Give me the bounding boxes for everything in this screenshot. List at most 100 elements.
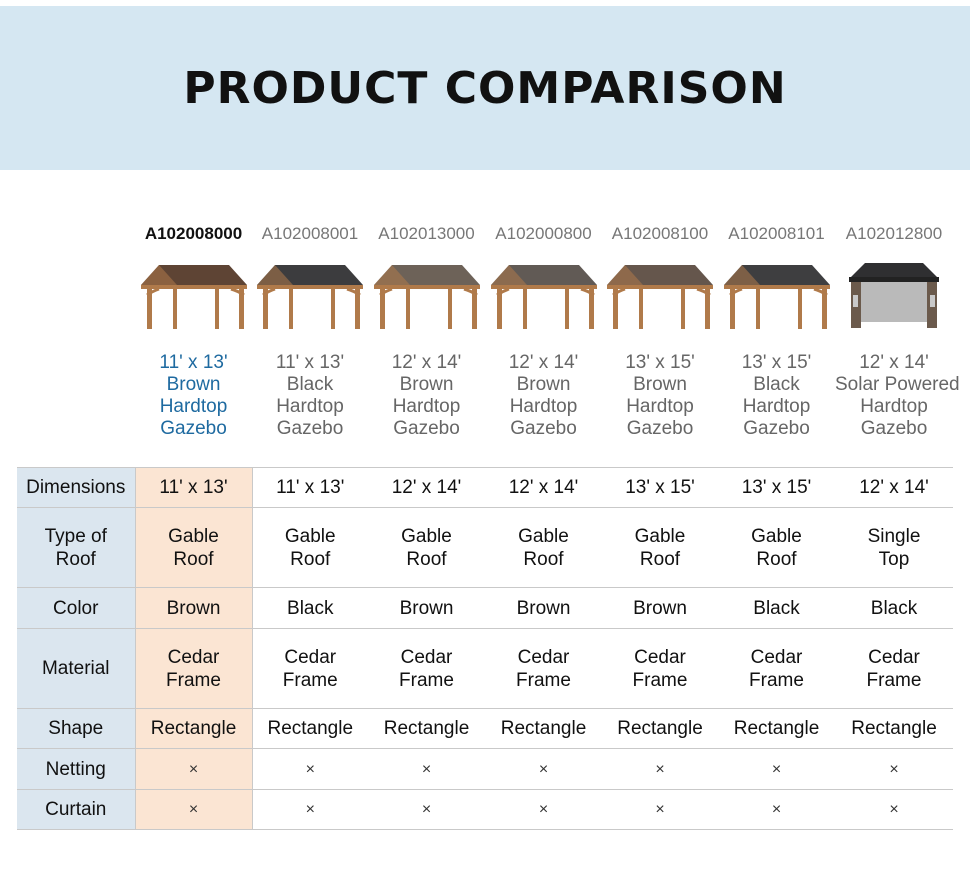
product-name-row: 11' x 13' Brown Hardtop Gazebo 11' x 13' Blac…	[135, 352, 959, 440]
product-name: 11' x 13' Brown Hardtop Gazebo	[135, 352, 252, 440]
table-cell: 13' x 15'	[602, 467, 718, 508]
product-name-line: Gazebo	[626, 418, 694, 439]
table-cell: Cedar Frame	[718, 628, 835, 709]
table-cell: Brown	[602, 587, 718, 629]
product-name-line: Hardtop	[860, 396, 928, 417]
product-code: A102008001	[261, 224, 359, 243]
product-code: A102008101	[728, 224, 825, 243]
row-label-line: Netting	[45, 758, 106, 780]
product-name-line: Gazebo	[743, 418, 810, 439]
cell-text: 11' x 13'	[276, 477, 345, 498]
comparison-table: Dimensions 11' x 13' 11' x 13' 12' x 14' 12'…	[17, 467, 953, 830]
table-cell: ×	[135, 789, 253, 830]
product-code: A102012800	[845, 224, 943, 243]
table-row: Dimensions 11' x 13' 11' x 13' 12' x 14' 12'…	[17, 467, 953, 508]
cell-text: Rectangle	[150, 718, 237, 739]
cell-text: 12' x 14'	[391, 477, 462, 498]
product-name-line: Brown	[399, 374, 454, 395]
table-cell: 12' x 14'	[835, 467, 953, 508]
product-name-line: 12' x 14'	[508, 352, 579, 373]
product-name-line: Brown	[516, 374, 571, 395]
cell-text: Gable	[751, 525, 802, 547]
row-label-line: Shape	[48, 718, 104, 739]
cell-text: Gable	[518, 525, 569, 547]
cell-text: 11' x 13'	[159, 477, 228, 498]
table-cell: Gable Roof	[252, 507, 368, 588]
table-cell: ×	[602, 748, 718, 790]
cell-text: Frame	[399, 669, 454, 691]
product-name-line: Gazebo	[393, 418, 460, 439]
x-mark: ×	[421, 760, 432, 778]
table-cell: ×	[252, 748, 368, 790]
table-row: Curtain × × × × × × ×	[17, 789, 953, 830]
table-cell: ×	[135, 748, 253, 790]
cell-text: Cedar	[750, 646, 803, 668]
gazebo-image	[135, 255, 252, 331]
product-name: 13' x 15' Black Hardtop Gazebo	[718, 352, 835, 440]
table-cell: ×	[485, 789, 602, 830]
x-mark: ×	[305, 801, 315, 818]
product-code: A102008100	[611, 224, 709, 243]
cell-text: Cedar	[868, 646, 920, 668]
table-cell: ×	[835, 748, 953, 790]
cell-text: Frame	[749, 669, 804, 691]
table-cell: Black	[252, 587, 368, 629]
cell-text: 12' x 14'	[859, 477, 929, 498]
cell-text: 13' x 15'	[625, 477, 695, 498]
cell-text: Rectangle	[267, 718, 354, 739]
table-cell: 12' x 14'	[368, 467, 485, 508]
product-name-line: Hardtop	[742, 396, 811, 417]
table-cell: ×	[718, 789, 835, 830]
table-cell: Gable Roof	[602, 507, 718, 588]
cell-text: Black	[287, 597, 334, 619]
header-banner: PRODUCT COMPARISON	[0, 6, 970, 170]
table-cell: Rectangle	[835, 708, 953, 749]
cell-text: Rectangle	[617, 718, 703, 739]
table-cell: Black	[835, 587, 953, 629]
table-cell: Gable Roof	[368, 507, 485, 588]
x-mark: ×	[421, 801, 432, 818]
table-cell: 12' x 14'	[485, 467, 602, 508]
product-name: 12' x 14' Brown Hardtop Gazebo	[368, 352, 485, 440]
x-mark: ×	[771, 760, 782, 778]
table-cell: Rectangle	[252, 708, 368, 749]
product-name-line: 11' x 13'	[275, 352, 345, 373]
gazebo-image	[485, 255, 602, 331]
product-name-line: Brown	[633, 374, 687, 395]
row-label: Material	[17, 628, 136, 709]
product-code: A102000800	[495, 224, 592, 243]
table-cell: Cedar Frame	[485, 628, 602, 709]
table-cell: Cedar Frame	[135, 628, 253, 709]
product-name: 13' x 15' Brown Hardtop Gazebo	[602, 352, 718, 440]
cell-text: Rectangle	[733, 718, 820, 739]
cell-text: Rectangle	[383, 718, 470, 739]
product-name-line: Hardtop	[159, 396, 228, 417]
row-label-line: Material	[41, 658, 110, 679]
product-image-row	[135, 255, 953, 331]
product-name-line: Black	[286, 374, 334, 395]
table-cell: Rectangle	[485, 708, 602, 749]
product-name-line: 12' x 14'	[391, 352, 462, 373]
table-row: Material Cedar Frame Cedar Frame Cedar Frame Ce…	[17, 628, 953, 709]
table-cell: 11' x 13'	[135, 467, 253, 508]
cell-text: Frame	[632, 669, 688, 691]
row-label: Shape	[17, 708, 136, 749]
cell-text: 12' x 14'	[508, 477, 579, 498]
cell-text: Rectangle	[500, 718, 587, 739]
table-cell: Cedar Frame	[835, 628, 953, 709]
cell-text: Cedar	[634, 646, 686, 668]
cell-text: Frame	[516, 669, 571, 691]
table-cell: Rectangle	[135, 708, 253, 749]
cell-text: Frame	[866, 669, 922, 691]
cell-text: Cedar	[400, 646, 453, 668]
product-name: 11' x 13' Black Hardtop Gazebo	[252, 352, 368, 440]
table-cell: 11' x 13'	[252, 467, 368, 508]
table-cell: Rectangle	[718, 708, 835, 749]
table-cell: Rectangle	[602, 708, 718, 749]
cell-text: Frame	[166, 669, 221, 691]
table-cell: ×	[602, 789, 718, 830]
table-cell: Gable Roof	[718, 507, 835, 588]
gazebo-image	[602, 255, 718, 331]
table-cell: ×	[485, 748, 602, 790]
row-label-line: Curtain	[45, 799, 107, 820]
